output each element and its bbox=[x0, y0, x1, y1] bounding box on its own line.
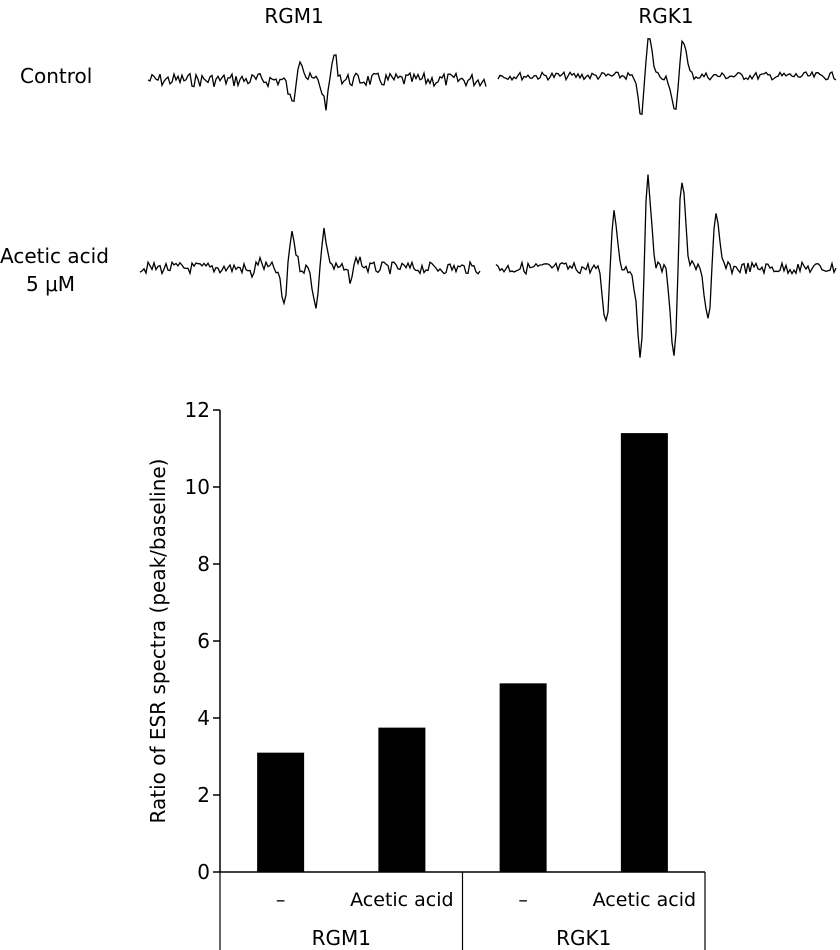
group-label-rgm1: RGM1 bbox=[312, 926, 371, 950]
column-title-rgm1: RGM1 bbox=[264, 4, 324, 28]
esr-spectra bbox=[139, 37, 837, 358]
spectrum-trace-acetic-acid-rgk1 bbox=[495, 174, 837, 358]
bar-chart: 0 2 4 6 8 10 12 Ratio of ESR spectra (peak/base… bbox=[146, 398, 706, 950]
y-tick-label: 2 bbox=[197, 783, 210, 807]
column-title-rgk1: RGK1 bbox=[638, 4, 694, 28]
bar-rgk1-acetic-acid bbox=[620, 433, 668, 872]
y-axis-label: Ratio of ESR spectra (peak/baseline) bbox=[146, 459, 170, 824]
x-tick-label: Acetic acid bbox=[350, 889, 453, 911]
bar-rgm1-acetic-acid bbox=[378, 727, 426, 872]
spectrum-trace-control-rgm1 bbox=[147, 54, 487, 111]
y-tick-label: 4 bbox=[197, 706, 210, 730]
row-label-acetic-acid: Acetic acid bbox=[0, 244, 109, 268]
spectrum-trace-acetic-acid-rgm1 bbox=[139, 227, 481, 309]
y-tick-label: 8 bbox=[197, 552, 210, 576]
bar-rgm1-control bbox=[257, 752, 305, 872]
spectrum-trace-control-rgk1 bbox=[497, 37, 837, 116]
bar-rgk1-control bbox=[499, 683, 547, 872]
y-tick-label: 10 bbox=[185, 475, 210, 499]
row-label-concentration: 5 μM bbox=[26, 272, 76, 296]
row-label-control: Control bbox=[20, 64, 93, 88]
x-tick-label: – bbox=[276, 889, 286, 911]
y-tick-label: 0 bbox=[197, 860, 210, 884]
x-tick-label: – bbox=[518, 889, 528, 911]
y-tick-label: 6 bbox=[197, 629, 210, 653]
group-label-rgk1: RGK1 bbox=[556, 926, 611, 950]
x-tick-label: Acetic acid bbox=[593, 889, 696, 911]
y-tick-label: 12 bbox=[185, 398, 210, 422]
